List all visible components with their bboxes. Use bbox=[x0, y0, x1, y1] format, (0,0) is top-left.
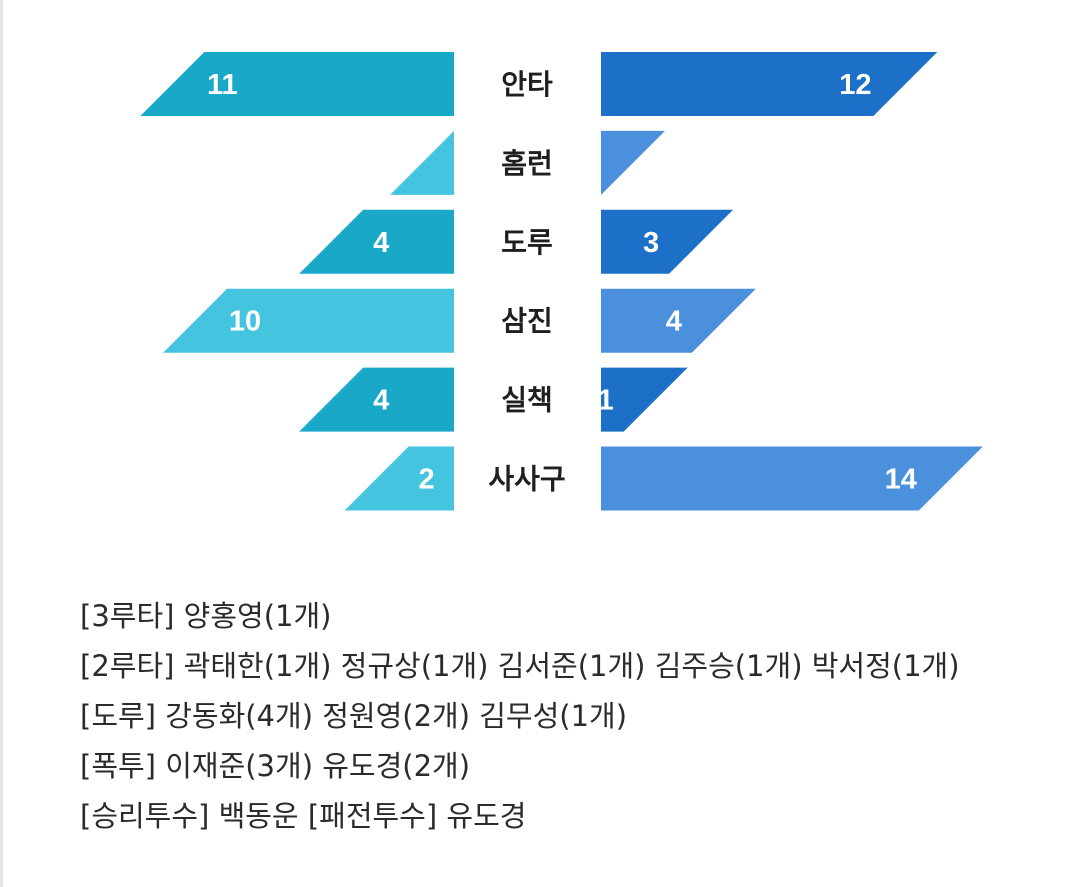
right-bar-4 bbox=[601, 367, 688, 432]
left-bar-1 bbox=[390, 130, 454, 195]
game-notes: [3루타] 양홍영(1개) [2루타] 곽태한(1개) 정규상(1개) 김서준(… bbox=[80, 596, 980, 846]
left-bar-value-4: 4 bbox=[373, 385, 389, 417]
left-bar-value-5: 2 bbox=[419, 464, 435, 496]
right-bar-value-5: 14 bbox=[885, 464, 917, 496]
note-triples: [3루타] 양홍영(1개) bbox=[80, 599, 332, 633]
category-label-1: 홈런 bbox=[501, 147, 553, 180]
right-bar-value-3: 4 bbox=[666, 306, 682, 338]
left-edge-divider bbox=[0, 0, 3, 887]
right-bar-value-0: 12 bbox=[839, 69, 871, 101]
note-pitchers: [승리투수] 백동운 [패전투수] 유도경 bbox=[80, 799, 527, 833]
left-bar-value-2: 4 bbox=[373, 227, 389, 259]
left-bar-0 bbox=[140, 52, 455, 116]
left-bar-3 bbox=[163, 288, 454, 353]
left-bar-4 bbox=[299, 367, 454, 432]
category-label-5: 사사구 bbox=[488, 463, 565, 496]
right-bar-value-1: 0 bbox=[575, 148, 591, 180]
category-label-0: 안타 bbox=[501, 68, 553, 101]
left-bar-value-3: 10 bbox=[229, 306, 261, 338]
category-label-4: 실책 bbox=[501, 384, 553, 417]
right-bar-0 bbox=[601, 52, 938, 116]
category-label-3: 삼진 bbox=[501, 305, 553, 338]
left-bar-5 bbox=[344, 446, 454, 511]
right-bar-1 bbox=[601, 130, 665, 195]
note-steals: [도루] 강동화(4개) 정원영(2개) 김무성(1개) bbox=[80, 699, 628, 733]
category-label-2: 도루 bbox=[501, 226, 553, 259]
right-bar-5 bbox=[601, 446, 983, 511]
left-bar-2 bbox=[299, 209, 454, 274]
right-bar-3 bbox=[601, 288, 756, 353]
stats-comparison-chart: 11 안타 120 홈런 04 도루 310 삼진 44 실책 12 사사구 14 bbox=[140, 52, 983, 511]
left-bar-value-1: 0 bbox=[464, 148, 480, 180]
left-bar-value-0: 11 bbox=[207, 69, 238, 101]
note-wild-pitches: [폭투] 이재준(3개) 유도경(2개) bbox=[80, 749, 471, 783]
note-doubles: [2루타] 곽태한(1개) 정규상(1개) 김서준(1개) 김주승(1개) 박서… bbox=[80, 649, 960, 683]
right-bar-value-4: 1 bbox=[598, 385, 614, 417]
right-bar-2 bbox=[601, 209, 734, 274]
right-bar-value-2: 3 bbox=[643, 227, 659, 259]
